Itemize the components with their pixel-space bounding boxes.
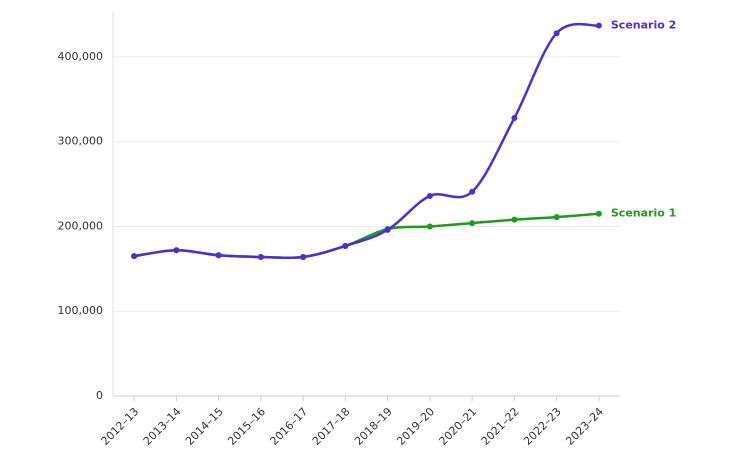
series-label: Scenario 1 (611, 207, 676, 220)
y-tick-label: 400,000 (58, 50, 104, 63)
x-tick-label: 2022–23 (521, 405, 564, 448)
point (257, 253, 264, 260)
point (469, 188, 476, 195)
y-tick-label: 0 (96, 389, 103, 402)
x-tick-label: 2020–21 (437, 405, 480, 448)
x-tick-label: 2014–15 (183, 405, 226, 448)
x-tick-label: 2015–16 (225, 405, 268, 448)
point (595, 210, 602, 217)
point (469, 220, 476, 227)
point (553, 30, 560, 37)
point (426, 192, 433, 199)
series-label: Scenario 2 (611, 19, 676, 32)
x-tick-label: 2019–20 (394, 405, 437, 448)
point (511, 114, 518, 121)
y-tick-label: 200,000 (58, 219, 104, 232)
x-tick-label: 2018–19 (352, 405, 395, 448)
point (300, 253, 307, 260)
x-tick-label: 2023–24 (563, 405, 606, 448)
x-tick-label: 2017–18 (310, 405, 353, 448)
point (215, 252, 222, 259)
x-tick-label: 2013–14 (141, 405, 184, 448)
line (133, 22, 600, 260)
point (511, 216, 518, 223)
point (131, 253, 138, 260)
point (342, 242, 349, 249)
point (595, 22, 602, 29)
y-tick-label: 300,000 (58, 135, 104, 148)
point (173, 247, 180, 254)
point (384, 226, 391, 233)
x-tick-label: 2012–13 (99, 405, 142, 448)
x-tick-label: 2016–17 (268, 405, 311, 448)
point (426, 223, 433, 230)
y-tick-label: 100,000 (58, 304, 104, 317)
line (133, 212, 599, 260)
point (553, 214, 560, 221)
x-tick-label: 2021–22 (479, 405, 522, 448)
